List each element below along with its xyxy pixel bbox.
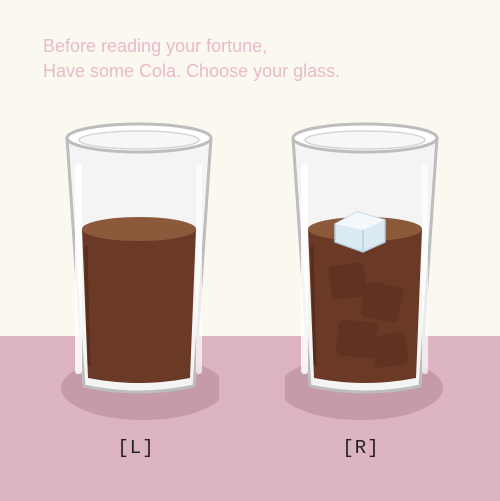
glass-left-cola-surface [82,217,196,241]
prompt-text: Before reading your fortune, Have some C… [43,34,340,84]
glass-right-cola [308,222,422,383]
prompt-line-2: Have some Cola. Choose your glass. [43,61,341,81]
glass-right-highlight-left [301,164,308,374]
glass-left-cola [82,222,196,383]
ice-cube-icon [334,211,386,253]
glass-right-inner-rim [304,130,426,150]
glass-right-highlight-right [422,164,428,374]
glass-left-shade [84,245,91,367]
ice-cubes-submerged [328,262,409,368]
choice-label-left[interactable]: [L] [117,437,155,459]
glass-right-shade [310,245,317,367]
glass-left-graphic [61,122,219,420]
glass-left-highlight-right [196,164,202,374]
glass-right[interactable] [285,116,445,426]
glass-right-graphic [285,122,443,420]
prompt-line-1: Before reading your fortune, [43,36,268,56]
glass-left-inner-rim [78,130,200,150]
glass-left-highlight-left [75,164,82,374]
glass-left[interactable] [59,116,219,426]
choice-label-right[interactable]: [R] [342,437,380,459]
